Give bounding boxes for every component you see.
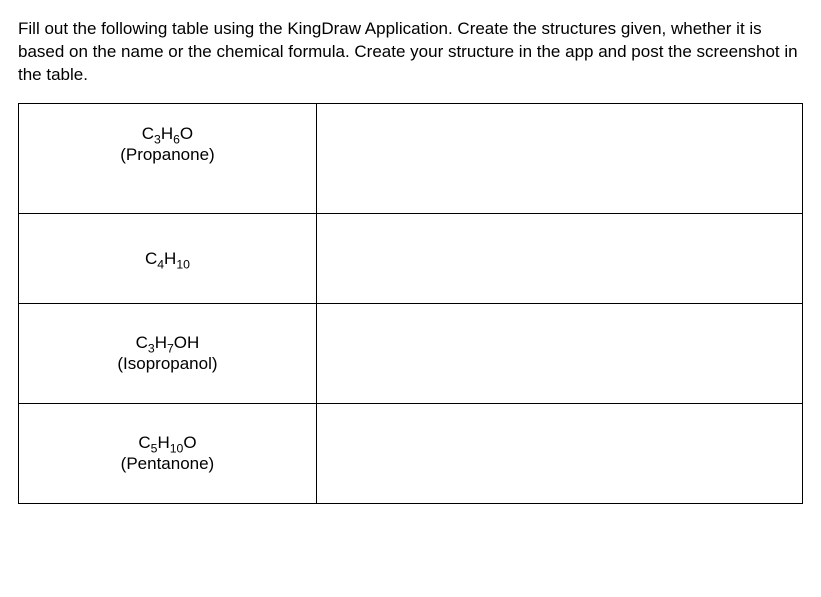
table-row: C5H10O(Pentanone) [19,403,803,503]
structure-cell [316,403,802,503]
label-cell: C3H7OH(Isopropanol) [19,303,317,403]
table-row: C3H6O(Propanone) [19,103,803,213]
label-cell-inner: C5H10O(Pentanone) [19,404,316,503]
common-name: (Pentanone) [121,453,215,474]
label-cell: C3H6O(Propanone) [19,103,317,213]
instructions-text: Fill out the following table using the K… [18,18,803,87]
chemical-formula: C4H10 [145,248,190,269]
common-name: (Isopropanol) [117,353,217,374]
common-name: (Propanone) [120,144,215,165]
label-cell-inner: C3H7OH(Isopropanol) [19,304,316,403]
label-cell-inner: C3H6O(Propanone) [19,109,316,218]
chemistry-table: C3H6O(Propanone) C4H10 C3H7OH(Isopropanol)… [18,103,803,504]
chemistry-table-body: C3H6O(Propanone) C4H10 C3H7OH(Isopropanol)… [19,103,803,503]
chemical-formula: C3H7OH [136,332,200,353]
structure-cell [316,213,802,303]
table-row: C3H7OH(Isopropanol) [19,303,803,403]
structure-cell [316,303,802,403]
table-row: C4H10 [19,213,803,303]
chemical-formula: C3H6O [142,123,193,144]
structure-cell [316,103,802,213]
label-cell: C5H10O(Pentanone) [19,403,317,503]
label-cell-inner: C4H10 [19,214,316,303]
label-cell: C4H10 [19,213,317,303]
chemical-formula: C5H10O [138,432,196,453]
